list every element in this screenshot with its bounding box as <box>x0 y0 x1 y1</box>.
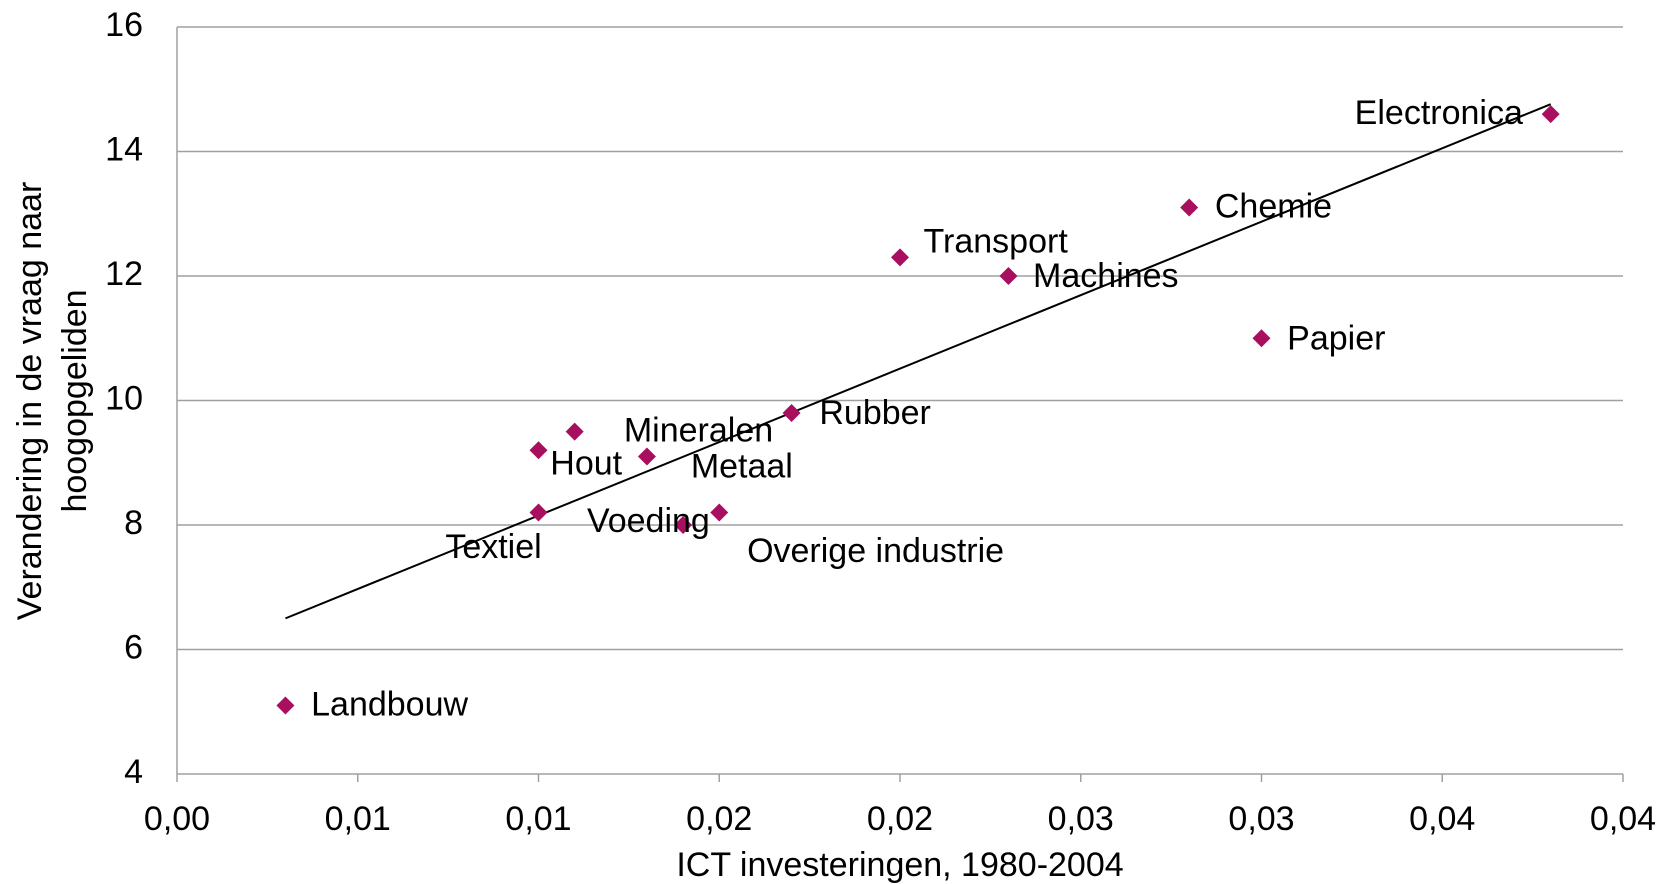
point-label: Papier <box>1287 319 1385 357</box>
point-label: Landbouw <box>311 686 468 724</box>
x-tick-label: 0,01 <box>325 800 391 838</box>
point <box>1541 105 1560 124</box>
trendline <box>285 103 1552 620</box>
point <box>782 403 801 422</box>
y-tick-label: 8 <box>124 504 143 542</box>
point <box>710 503 729 522</box>
y-tick-label: 16 <box>105 6 143 44</box>
x-tick-label: 0,04 <box>1409 800 1475 838</box>
y-tick-label: 10 <box>105 379 143 417</box>
y-tick-label: 12 <box>105 255 143 293</box>
point <box>529 503 548 522</box>
point <box>1180 198 1199 217</box>
point <box>1252 329 1271 348</box>
x-tick-label: 0,00 <box>144 800 210 838</box>
y-axis-title: hoogopgeliden <box>56 289 94 512</box>
x-tick-label: 0,03 <box>1048 800 1114 838</box>
point <box>565 422 584 441</box>
point-label: Rubber <box>819 394 931 432</box>
point-label: Electronica <box>1355 94 1523 132</box>
x-tick-label: 0,04 <box>1590 800 1656 838</box>
point-label: Chemie <box>1215 188 1332 226</box>
point-label: Hout <box>550 444 622 482</box>
x-tick-label: 0,01 <box>505 800 571 838</box>
point-label: Voeding <box>587 502 710 540</box>
x-tick-label: 0,03 <box>1228 800 1294 838</box>
point-label: Metaal <box>691 447 793 485</box>
point <box>637 447 656 466</box>
y-tick-label: 14 <box>105 130 143 168</box>
point <box>276 696 295 715</box>
point-label: Mineralen <box>624 412 773 450</box>
point-label: Transport <box>924 222 1069 260</box>
point-label: Overige industrie <box>747 532 1004 570</box>
point <box>674 516 693 534</box>
point-label: Textiel <box>445 528 541 566</box>
y-tick-label: 4 <box>124 753 143 791</box>
point <box>891 248 909 267</box>
y-axis-title: Verandering in de vraag naar <box>11 182 49 621</box>
x-tick-label: 0,02 <box>867 800 933 838</box>
y-tick-label: 6 <box>124 628 143 666</box>
point-label: Machines <box>1033 257 1179 295</box>
point <box>999 267 1018 285</box>
x-tick-label: 0,02 <box>686 800 752 838</box>
point <box>529 441 548 460</box>
x-axis-title: ICT investeringen, 1980-2004 <box>676 846 1123 884</box>
